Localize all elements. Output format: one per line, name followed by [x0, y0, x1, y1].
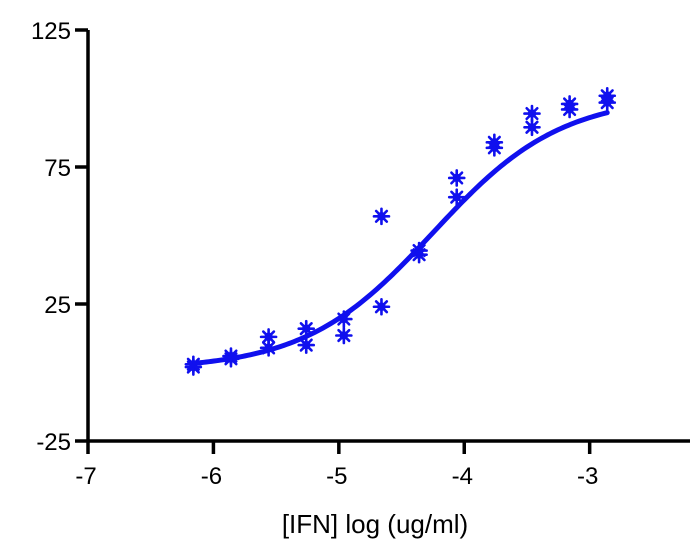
data-point — [297, 336, 316, 354]
data-point-ray — [487, 135, 501, 149]
y-tick-label: -25 — [36, 429, 71, 456]
data-point — [335, 310, 353, 328]
data-point-ray — [374, 300, 389, 314]
data-point-ray — [261, 341, 276, 355]
data-point-ray — [224, 349, 238, 363]
data-point-ray — [525, 106, 539, 121]
x-tick-label: -5 — [326, 463, 347, 490]
data-points-layer — [184, 86, 617, 376]
data-point-ray — [562, 97, 577, 111]
data-point-ray — [450, 190, 464, 204]
data-point-ray — [412, 243, 426, 258]
y-tick-label: 75 — [44, 155, 71, 182]
data-point-ray — [186, 357, 200, 371]
x-axis-label: [IFN] log (ug/ml) — [282, 509, 468, 539]
x-tick-label: -3 — [577, 463, 598, 490]
data-point — [222, 347, 240, 365]
data-point — [485, 133, 504, 152]
data-point — [184, 355, 203, 374]
data-point — [598, 86, 617, 105]
data-point-ray — [525, 120, 539, 134]
data-point — [335, 326, 353, 345]
data-point — [259, 328, 278, 346]
data-point-ray — [374, 209, 389, 223]
data-point-ray — [299, 322, 313, 336]
data-point — [372, 297, 391, 316]
x-tick-label: -6 — [201, 463, 222, 490]
data-point — [372, 207, 391, 226]
axes-layer: -25 25 75 125 -7 -6 -5 -4 -3 — [31, 18, 690, 490]
data-point-ray — [299, 338, 313, 352]
x-tick-label: -7 — [75, 463, 96, 490]
data-point — [410, 241, 428, 260]
data-point — [447, 169, 466, 187]
y-tick-label: 125 — [31, 18, 71, 45]
fit-curve-layer — [190, 110, 610, 366]
data-point — [297, 319, 316, 338]
data-point-ray — [600, 89, 614, 103]
data-point — [523, 118, 541, 137]
data-point — [523, 104, 541, 123]
data-point-ray — [450, 171, 464, 185]
data-point-ray — [261, 330, 276, 344]
data-point-ray — [337, 312, 351, 326]
x-tick-label: -4 — [452, 463, 473, 490]
data-point-ray — [337, 328, 351, 343]
fit-curve — [190, 110, 610, 366]
data-point — [447, 188, 466, 206]
y-tick-label: 25 — [44, 292, 71, 319]
data-point — [560, 95, 579, 113]
